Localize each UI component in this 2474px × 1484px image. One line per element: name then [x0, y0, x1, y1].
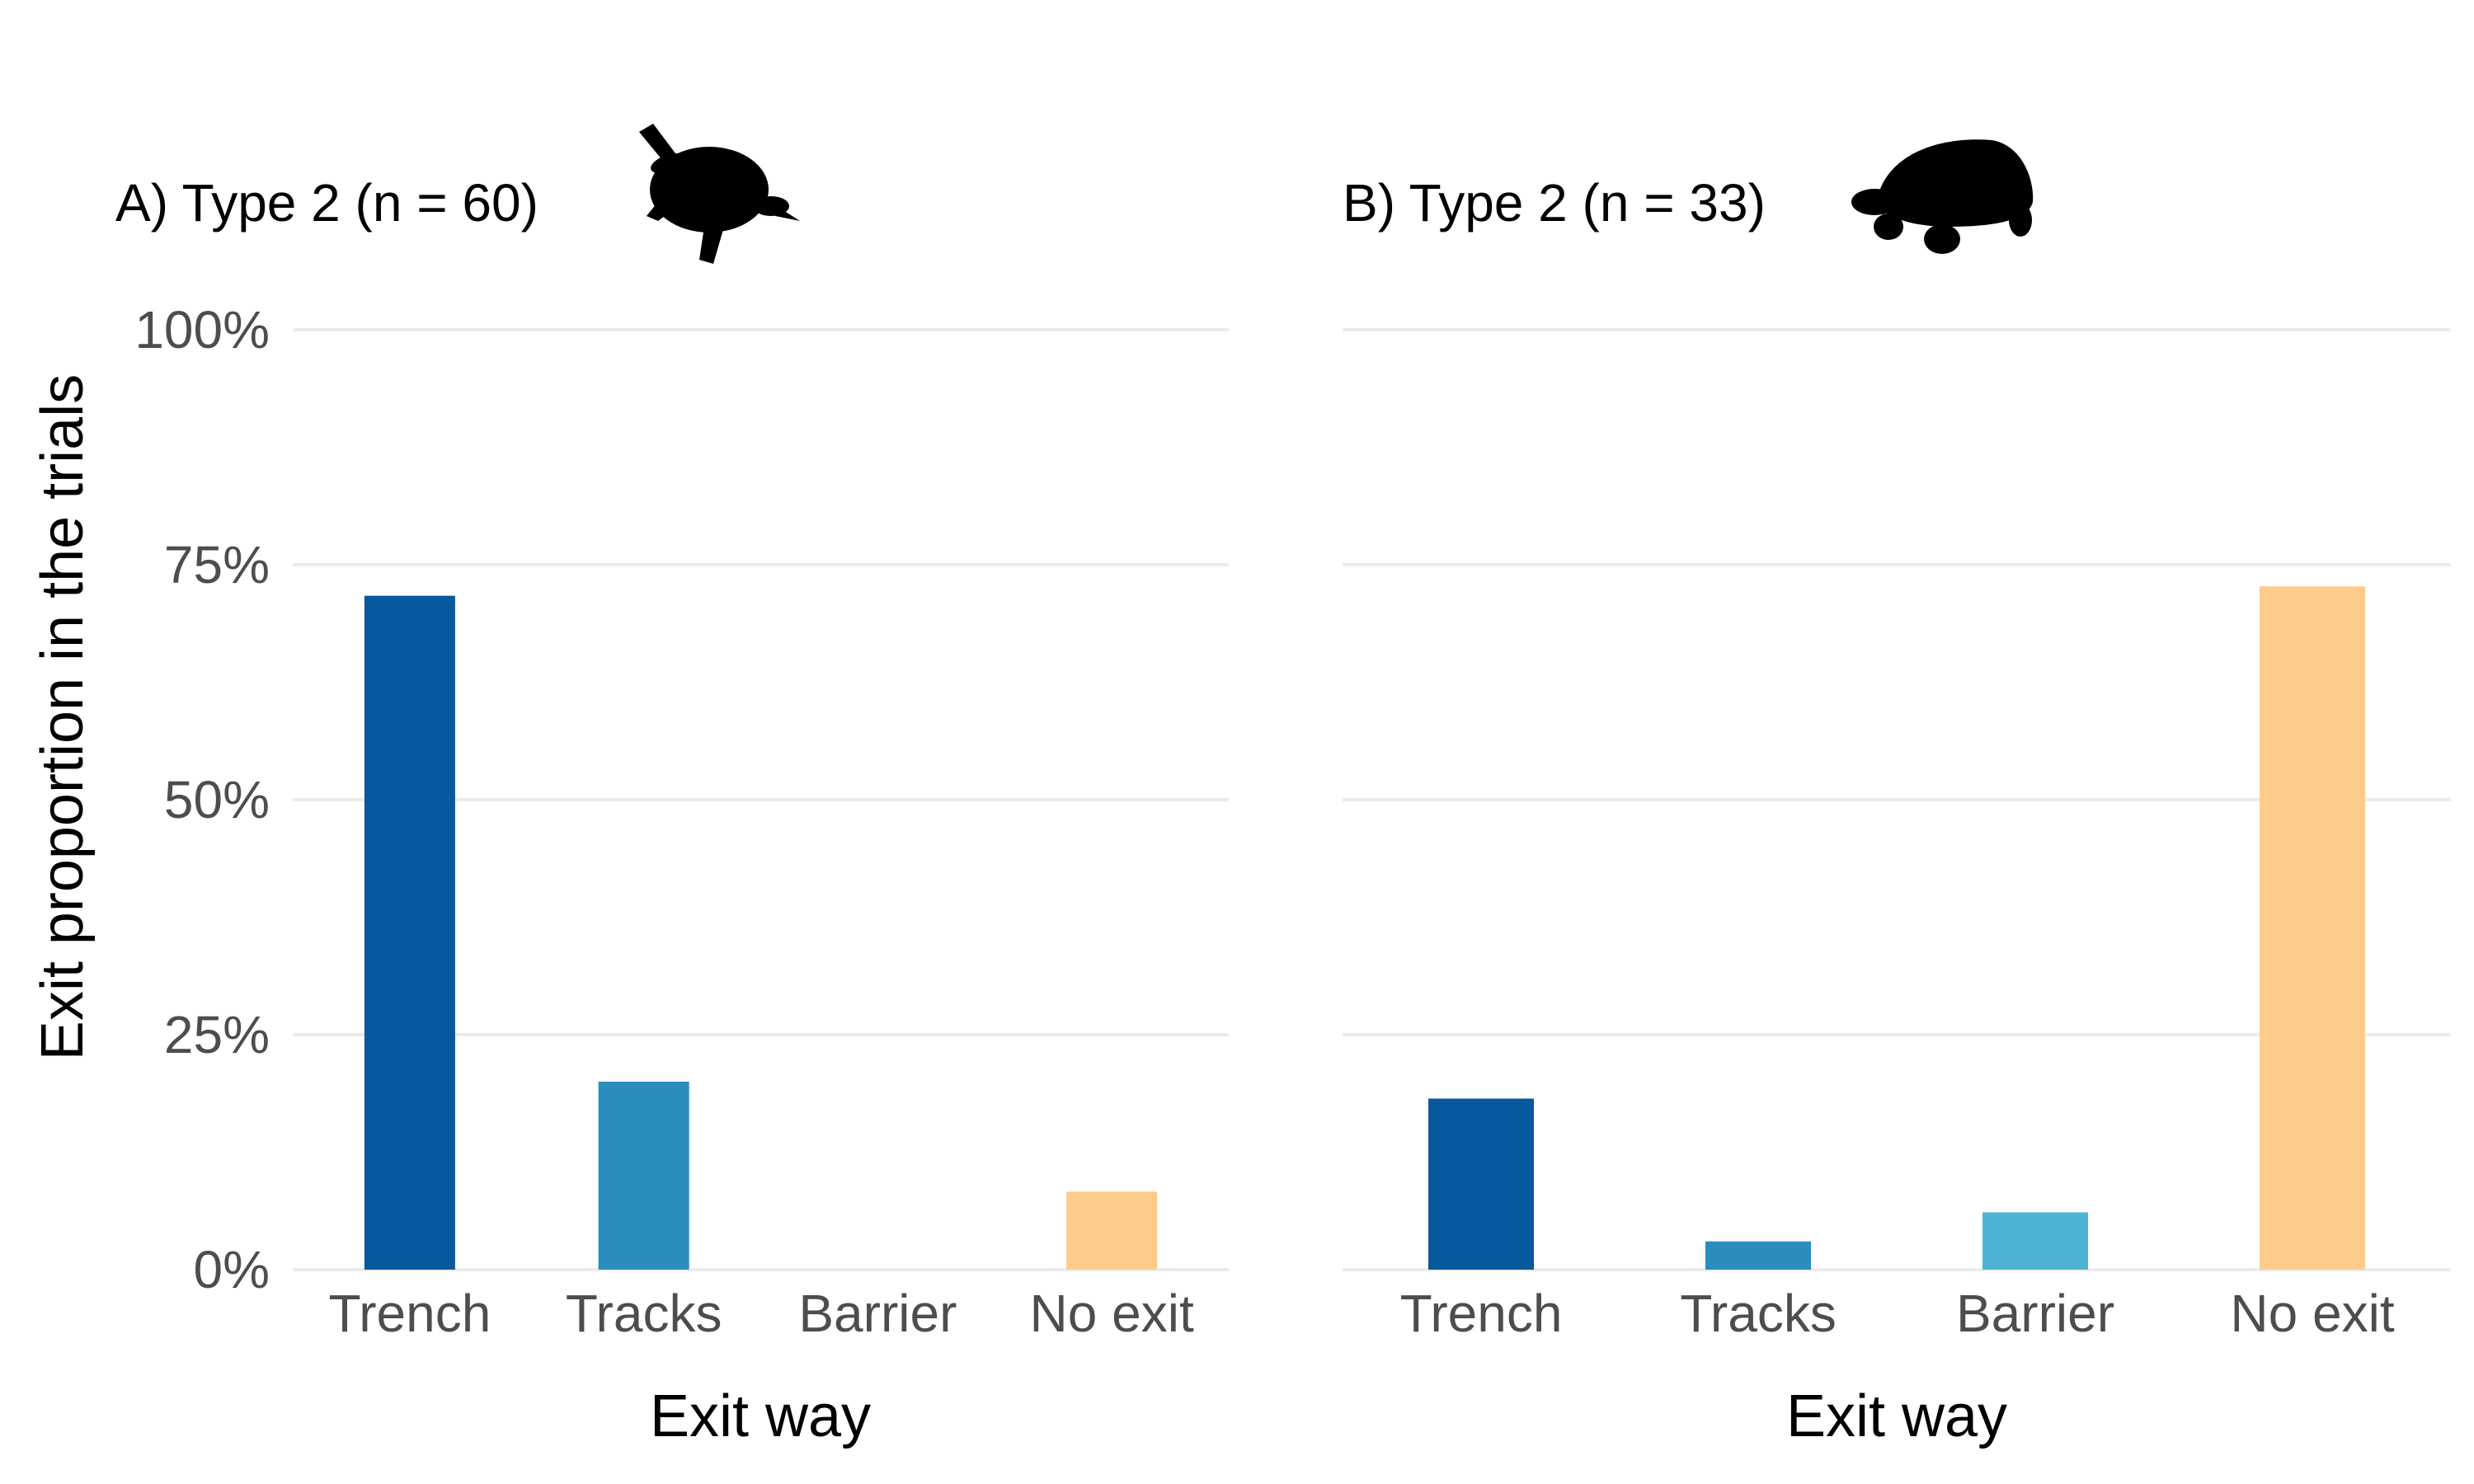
bar-no-exit [2260, 586, 2365, 1270]
turtle-icon [639, 124, 800, 264]
panel-a: A) Type 2 (n = 60) Exit way 0% 25% 50% 75% 1… [115, 124, 1229, 1449]
panel-a-x-axis-title: Exit way [650, 1383, 871, 1449]
y-tick-label: 100% [134, 300, 270, 359]
y-axis-title: Exit proportion in the trials [30, 374, 96, 1060]
x-tick-label: No exit [1030, 1284, 1194, 1343]
bar-trench [1428, 1098, 1534, 1270]
y-tick-label: 0% [194, 1240, 270, 1299]
bar-tracks [1705, 1241, 1811, 1270]
panel-b-x-axis-title: Exit way [1786, 1383, 2007, 1449]
bar-barrier [1982, 1212, 2088, 1270]
panel-a-title: A) Type 2 (n = 60) [115, 173, 539, 232]
x-tick-label: No exit [2230, 1284, 2394, 1343]
x-tick-label: Trench [1400, 1284, 1563, 1343]
x-tick-label: Tracks [1680, 1284, 1837, 1343]
bar-trench [364, 595, 455, 1270]
bar-no-exit [1066, 1191, 1158, 1270]
y-tick-label: 25% [164, 1005, 270, 1064]
bar-tracks [598, 1082, 689, 1270]
x-tick-label: Barrier [1956, 1284, 2114, 1343]
tortoise-icon [1851, 139, 2034, 254]
y-tick-label: 75% [164, 535, 270, 594]
x-tick-label: Trench [328, 1284, 491, 1343]
y-tick-label: 50% [164, 770, 270, 829]
panel-b-title: B) Type 2 (n = 33) [1343, 173, 1766, 232]
x-tick-label: Tracks [566, 1284, 722, 1343]
x-tick-label: Barrier [798, 1284, 957, 1343]
panel-b: B) Type 2 (n = 33) Exit way Trench Tracks… [1343, 139, 2451, 1449]
